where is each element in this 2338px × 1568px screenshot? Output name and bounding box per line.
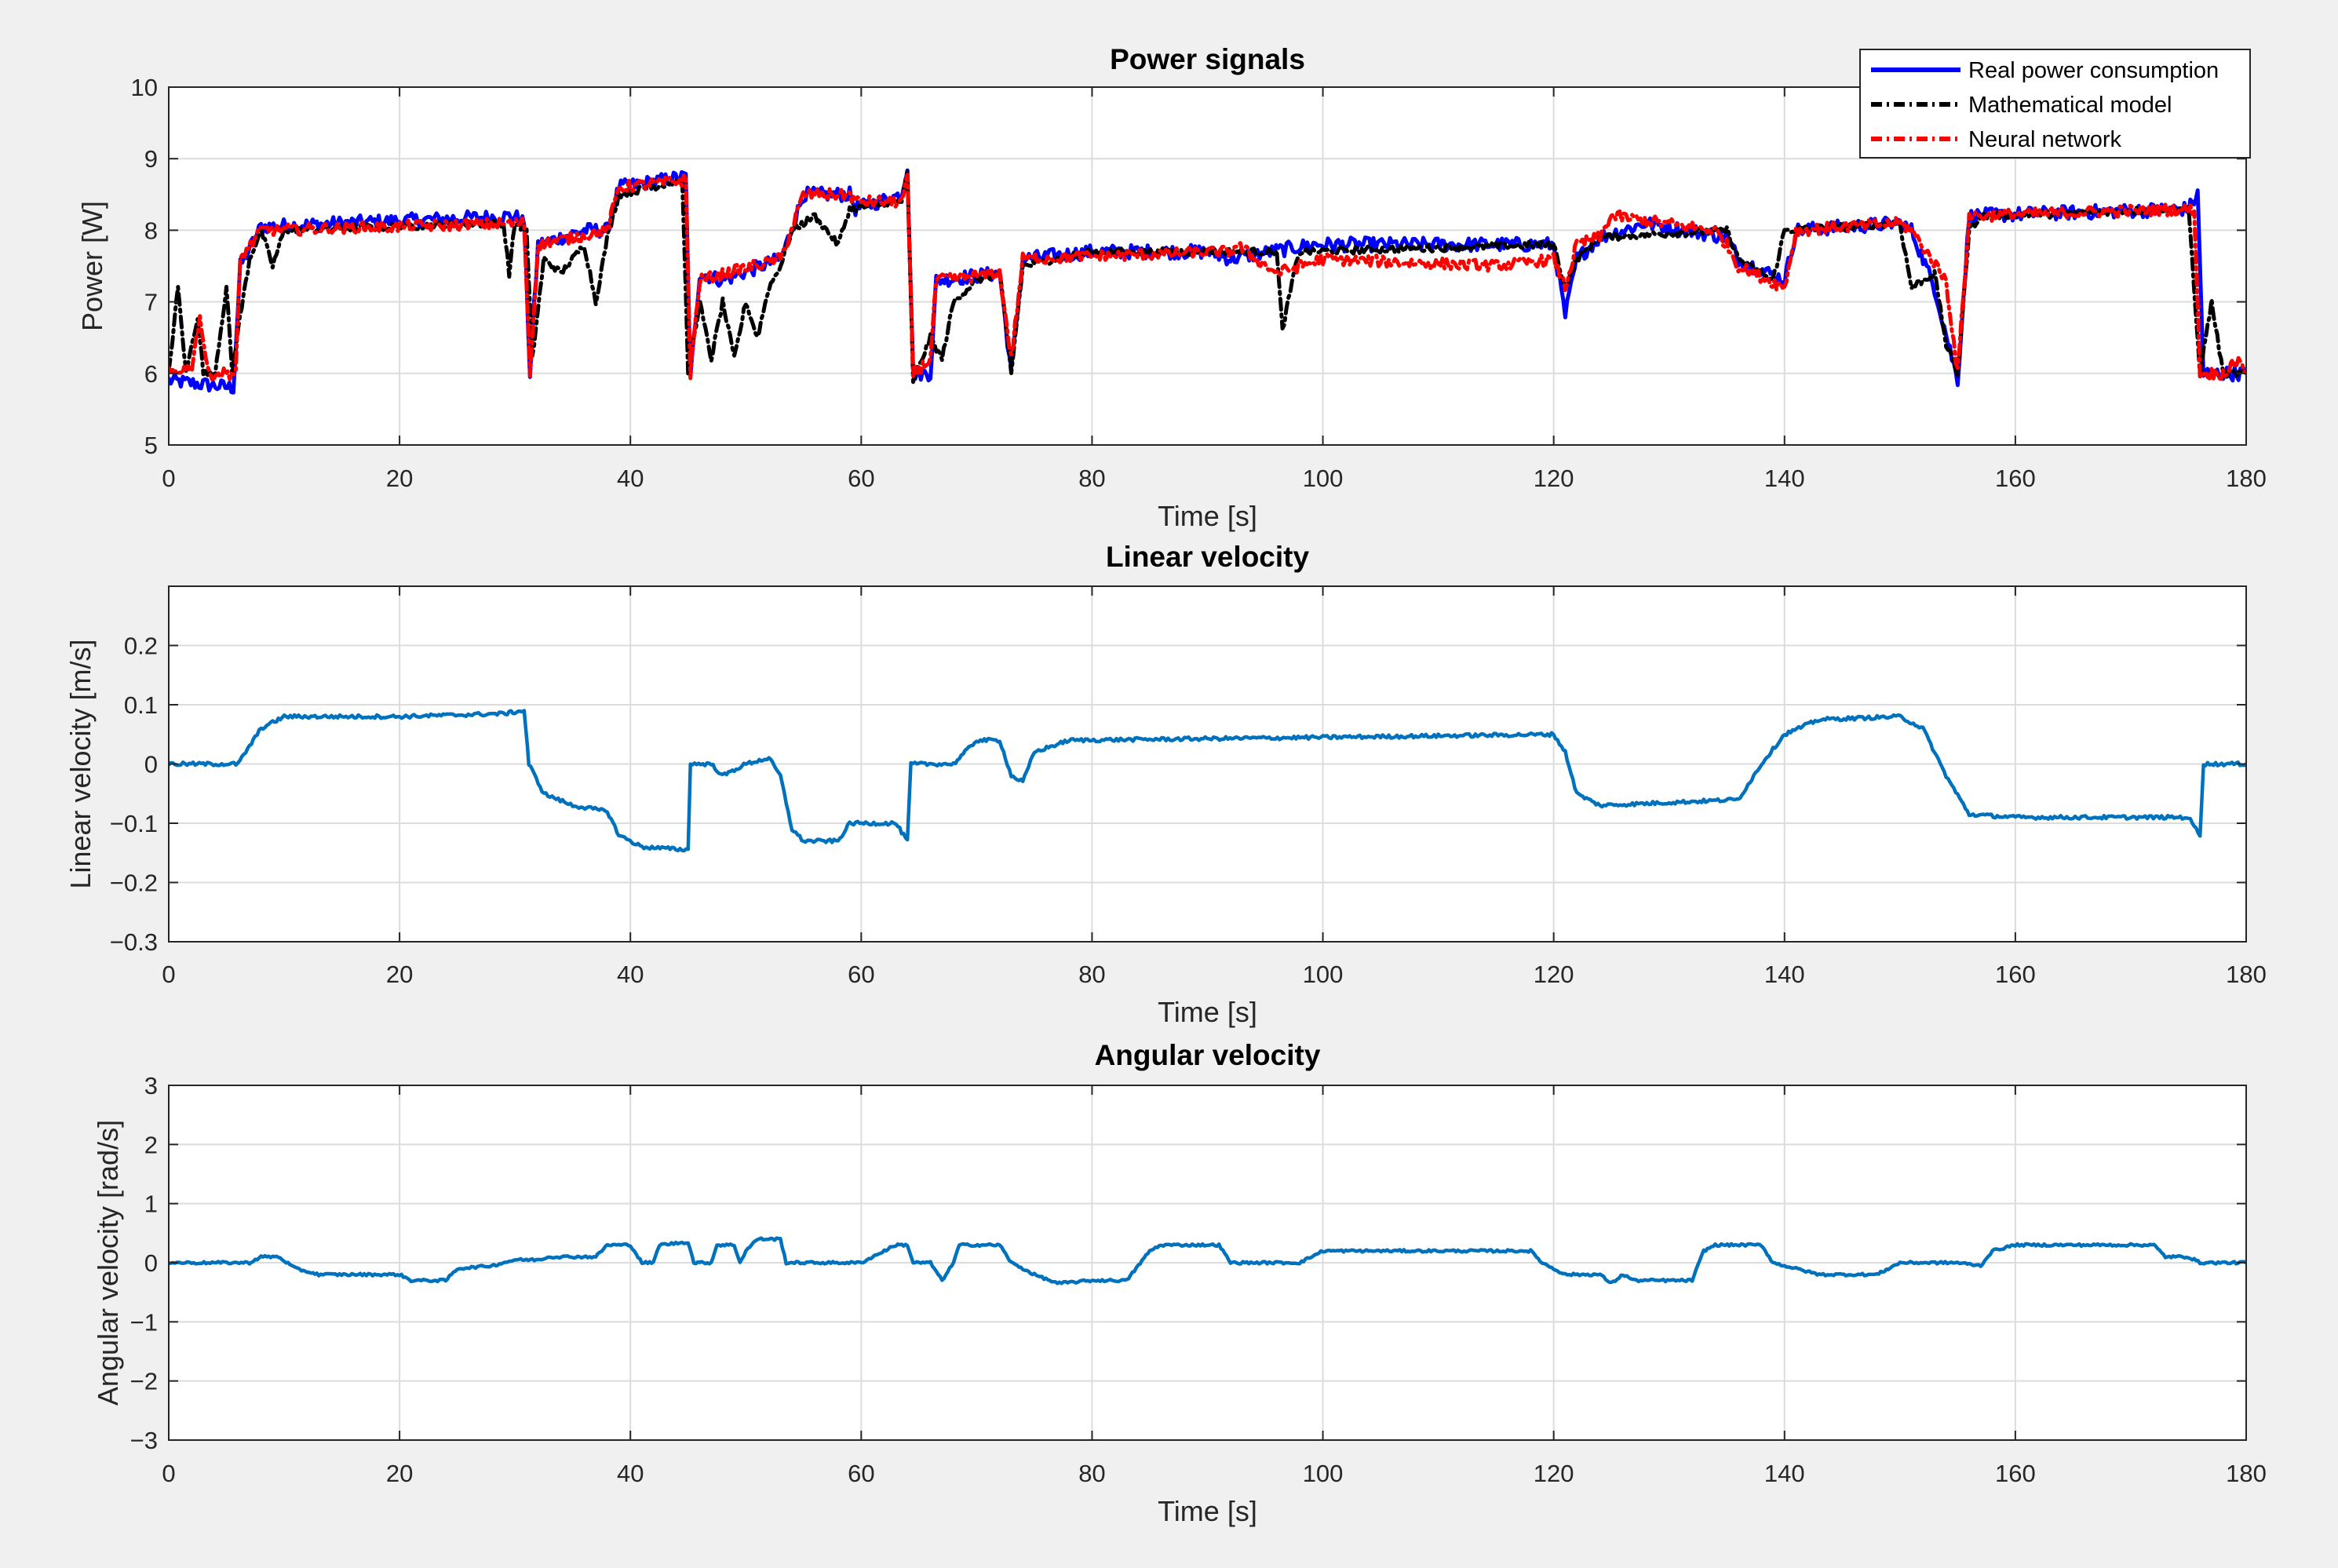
x-tick-label: 140 <box>1764 465 1805 492</box>
y-tick-label: −0.3 <box>110 928 158 956</box>
x-tick-label: 40 <box>617 961 644 988</box>
x-tick-label: 0 <box>162 1460 175 1487</box>
legend: Real power consumption Mathematical model… <box>1859 49 2251 159</box>
x-tick-label: 60 <box>848 465 874 492</box>
y-tick-label: 8 <box>144 217 158 244</box>
axes-frame <box>168 86 2247 446</box>
y-tick-label: 10 <box>131 74 158 101</box>
x-tick-label: 100 <box>1303 961 1344 988</box>
y-tick-label: 0.2 <box>124 633 158 660</box>
y-axis-label: Angular velocity [rad/s] <box>92 1120 124 1406</box>
x-tick-label: 20 <box>386 961 413 988</box>
x-axis-label: Time [s] <box>1158 1495 1257 1527</box>
y-tick-label: 2 <box>144 1131 158 1158</box>
x-tick-label: 180 <box>2226 1460 2267 1487</box>
chart-3: 0 20 40 60 80 100 120 140 160 180 −3 −2 −1 0 1 2 3 Angula… <box>92 1039 2267 1527</box>
y-tick-label: −0.1 <box>110 810 158 837</box>
y-tick-label: −1 <box>130 1308 158 1336</box>
x-tick-label: 140 <box>1764 961 1805 988</box>
y-tick-label: 9 <box>144 145 158 173</box>
y-tick-label: 7 <box>144 289 158 316</box>
chart-title: Linear velocity <box>1106 541 1310 573</box>
x-tick-label: 20 <box>386 465 413 492</box>
x-tick-label: 40 <box>617 1460 644 1487</box>
x-tick-label: 80 <box>1078 961 1105 988</box>
chart-title: Power signals <box>1110 43 1305 75</box>
y-tick-label: 0.1 <box>124 691 158 719</box>
y-tick-label: −0.2 <box>110 870 158 897</box>
x-tick-label: 180 <box>2226 465 2267 492</box>
x-tick-label: 120 <box>1534 961 1574 988</box>
x-tick-label: 60 <box>848 1460 874 1487</box>
y-tick-label: −2 <box>130 1368 158 1395</box>
legend-entry-label: Real power consumption <box>1968 58 2219 83</box>
x-tick-label: 120 <box>1534 465 1574 492</box>
x-tick-label: 160 <box>1995 465 2036 492</box>
chart-title: Angular velocity <box>1095 1039 1321 1071</box>
y-axis-label: Power [W] <box>76 201 108 331</box>
legend-entry-label: Neural network <box>1968 127 2122 152</box>
y-tick-label: −3 <box>130 1427 158 1454</box>
y-tick-label: 3 <box>144 1072 158 1099</box>
x-axis-label: Time [s] <box>1158 500 1257 532</box>
x-tick-label: 0 <box>162 465 175 492</box>
x-tick-label: 140 <box>1764 1460 1805 1487</box>
legend-entry-label: Mathematical model <box>1968 93 2172 118</box>
x-tick-label: 40 <box>617 465 644 492</box>
x-tick-label: 100 <box>1303 1460 1344 1487</box>
x-tick-label: 0 <box>162 961 175 988</box>
chart-1: 0 20 40 60 80 100 120 140 160 180 5 6 7 8 9 10 Power sig… <box>76 43 2267 532</box>
x-axis-label: Time [s] <box>1158 996 1257 1028</box>
y-axis-label: Linear velocity [m/s] <box>64 639 97 888</box>
series-line-linear-velocity <box>169 709 2246 853</box>
x-tick-label: 180 <box>2226 961 2267 988</box>
x-tick-label: 80 <box>1078 465 1105 492</box>
y-tick-label: 0 <box>144 751 158 779</box>
y-tick-label: 0 <box>144 1249 158 1277</box>
chart-2: 0 20 40 60 80 100 120 140 160 180 −0.3 −0.2 −0.1 0 0.1… <box>64 541 2267 1028</box>
x-tick-label: 160 <box>1995 961 2036 988</box>
x-tick-label: 160 <box>1995 1460 2036 1487</box>
x-tick-label: 20 <box>386 1460 413 1487</box>
y-tick-label: 5 <box>144 432 158 459</box>
x-tick-label: 80 <box>1078 1460 1105 1487</box>
x-tick-label: 60 <box>848 961 874 988</box>
x-tick-label: 100 <box>1303 465 1344 492</box>
series-line-angular-velocity <box>169 1236 2246 1285</box>
series-line-neural-network <box>169 173 2246 381</box>
x-tick-label: 120 <box>1534 1460 1574 1487</box>
y-tick-label: 6 <box>144 360 158 388</box>
y-tick-label: 1 <box>144 1191 158 1218</box>
